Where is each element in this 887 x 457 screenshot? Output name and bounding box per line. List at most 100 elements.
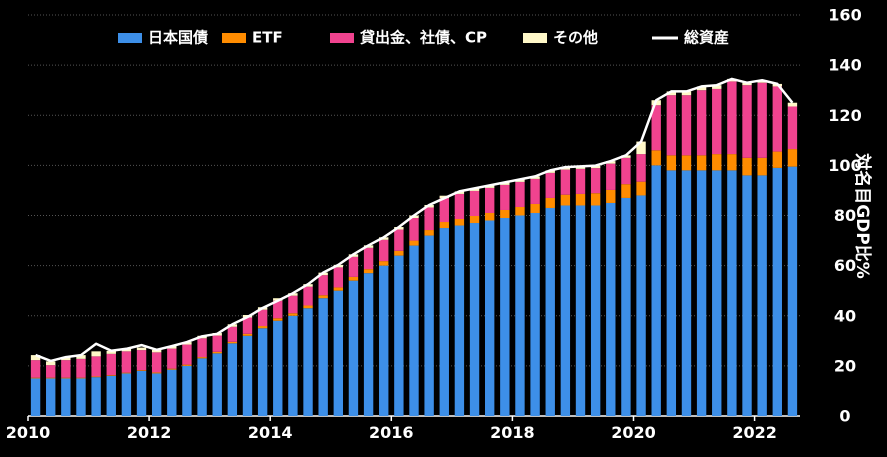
legend-label: 日本国債 — [148, 29, 208, 47]
bar-segment-1 — [61, 377, 71, 379]
bar-segment-2 — [469, 190, 480, 217]
bar-segment-3 — [106, 350, 116, 354]
bar-segment-0 — [454, 225, 465, 416]
bar-segment-2 — [182, 344, 192, 365]
y-tick-label: 160 — [828, 6, 861, 25]
bar-segment-3 — [500, 182, 510, 185]
bar-segment-3 — [30, 355, 41, 361]
bar-segment-0 — [681, 170, 692, 416]
bar-segment-2 — [76, 358, 86, 378]
bar-segment-0 — [712, 170, 722, 416]
bar-segment-1 — [651, 150, 661, 166]
bar-segment-2 — [273, 300, 283, 319]
bar-segment-3 — [590, 165, 601, 169]
bar-segment-2 — [530, 178, 540, 204]
legend-label: その他 — [553, 29, 598, 47]
bar-segment-0 — [742, 175, 752, 416]
bar-segment-2 — [91, 356, 101, 377]
bar-segment-0 — [484, 220, 495, 416]
bar-segment-0 — [61, 378, 71, 416]
bar-segment-1 — [212, 351, 222, 354]
bar-segment-0 — [242, 335, 253, 416]
legend-label: 貸出金、社債、CP — [360, 29, 487, 47]
bar-segment-2 — [439, 198, 449, 223]
total-assets-polyline — [35, 77, 794, 363]
bar-segment-2 — [46, 365, 56, 378]
bar-segment-1 — [257, 326, 268, 329]
bar-segment-2 — [515, 181, 525, 207]
bar-segment-1 — [46, 377, 56, 379]
bar-segment-2 — [333, 267, 344, 288]
bar-segment-1 — [757, 157, 767, 176]
y-tick-label: 80 — [834, 206, 856, 225]
bar-segment-1 — [288, 313, 298, 316]
bar-segment-0 — [590, 205, 601, 416]
bar-segment-0 — [333, 290, 344, 416]
bar-segment-0 — [606, 202, 616, 416]
y-axis-ticks: 0 20 40 60 80 100 120 140 160 — [828, 6, 861, 426]
bar-segment-3 — [151, 349, 162, 353]
bar-segment-2 — [787, 106, 798, 150]
bar-segment-3 — [469, 188, 480, 191]
bar-segment-0 — [151, 373, 162, 416]
bar-segment-1 — [394, 250, 404, 256]
bar-segment-1 — [303, 305, 313, 309]
bar-segment-2 — [575, 168, 586, 194]
bar-segment-1 — [560, 194, 571, 206]
bar-segment-1 — [136, 370, 147, 371]
bar-segment-3 — [712, 85, 722, 89]
bar-segment-2 — [303, 286, 313, 306]
bar-segment-3 — [666, 91, 677, 96]
bar-segment-3 — [681, 91, 692, 96]
bar-segment-0 — [409, 245, 419, 416]
bar-segment-1 — [197, 357, 207, 359]
bar-segment-2 — [727, 81, 737, 155]
bar-segment-1 — [666, 155, 677, 171]
bar-segment-0 — [303, 308, 313, 416]
bar-segment-0 — [288, 315, 298, 416]
bar-segment-2 — [409, 218, 419, 241]
y-tick-label: 40 — [834, 306, 856, 325]
bar-segment-0 — [348, 280, 359, 416]
bar-segment-1 — [151, 372, 162, 374]
bar-segment-2 — [363, 247, 374, 270]
bar-segment-2 — [227, 326, 238, 342]
x-axis-ticks: 2010 2012 2014 2016 2018 2020 2022 — [6, 416, 777, 442]
bar-segment-2 — [500, 184, 510, 210]
bar-segment-1 — [30, 377, 41, 379]
bar-segment-0 — [197, 358, 207, 416]
bar-segment-1 — [606, 189, 616, 203]
bar-segment-0 — [212, 353, 222, 416]
bar-segment-0 — [696, 170, 707, 416]
bar-segment-2 — [742, 85, 752, 158]
bar-segment-1 — [742, 157, 752, 176]
bar-segment-1 — [106, 375, 116, 376]
bar-segment-3 — [136, 347, 147, 351]
total-assets-line — [35, 77, 794, 363]
bar-segment-0 — [121, 373, 132, 416]
bar-segment-1 — [515, 206, 525, 216]
legend: 日本国債 ETF 貸出金、社債、CP その他 総資産 — [118, 29, 729, 47]
bar-segment-2 — [167, 348, 177, 369]
bar-segment-1 — [227, 341, 238, 344]
bar-segment-0 — [545, 207, 555, 416]
bar-segment-1 — [772, 151, 782, 168]
bar-segment-2 — [61, 360, 71, 378]
bar-segment-3 — [46, 361, 56, 366]
bar-segment-3 — [696, 86, 707, 91]
bar-segment-1 — [318, 295, 328, 299]
bar-segment-2 — [151, 352, 162, 373]
bar-segment-2 — [318, 275, 328, 296]
x-tick-label: 2020 — [611, 423, 656, 442]
bar-segment-2 — [212, 335, 222, 352]
bar-segment-1 — [424, 230, 434, 236]
bar-segment-0 — [379, 265, 389, 416]
legend-label: 総資産 — [684, 29, 729, 47]
bar-segment-2 — [590, 168, 601, 194]
bar-segment-0 — [500, 218, 510, 416]
bar-segment-0 — [227, 343, 238, 416]
bar-segment-1 — [545, 197, 555, 208]
bar-segment-1 — [273, 318, 283, 321]
bar-segment-2 — [136, 350, 147, 371]
bar-segment-0 — [424, 235, 434, 416]
